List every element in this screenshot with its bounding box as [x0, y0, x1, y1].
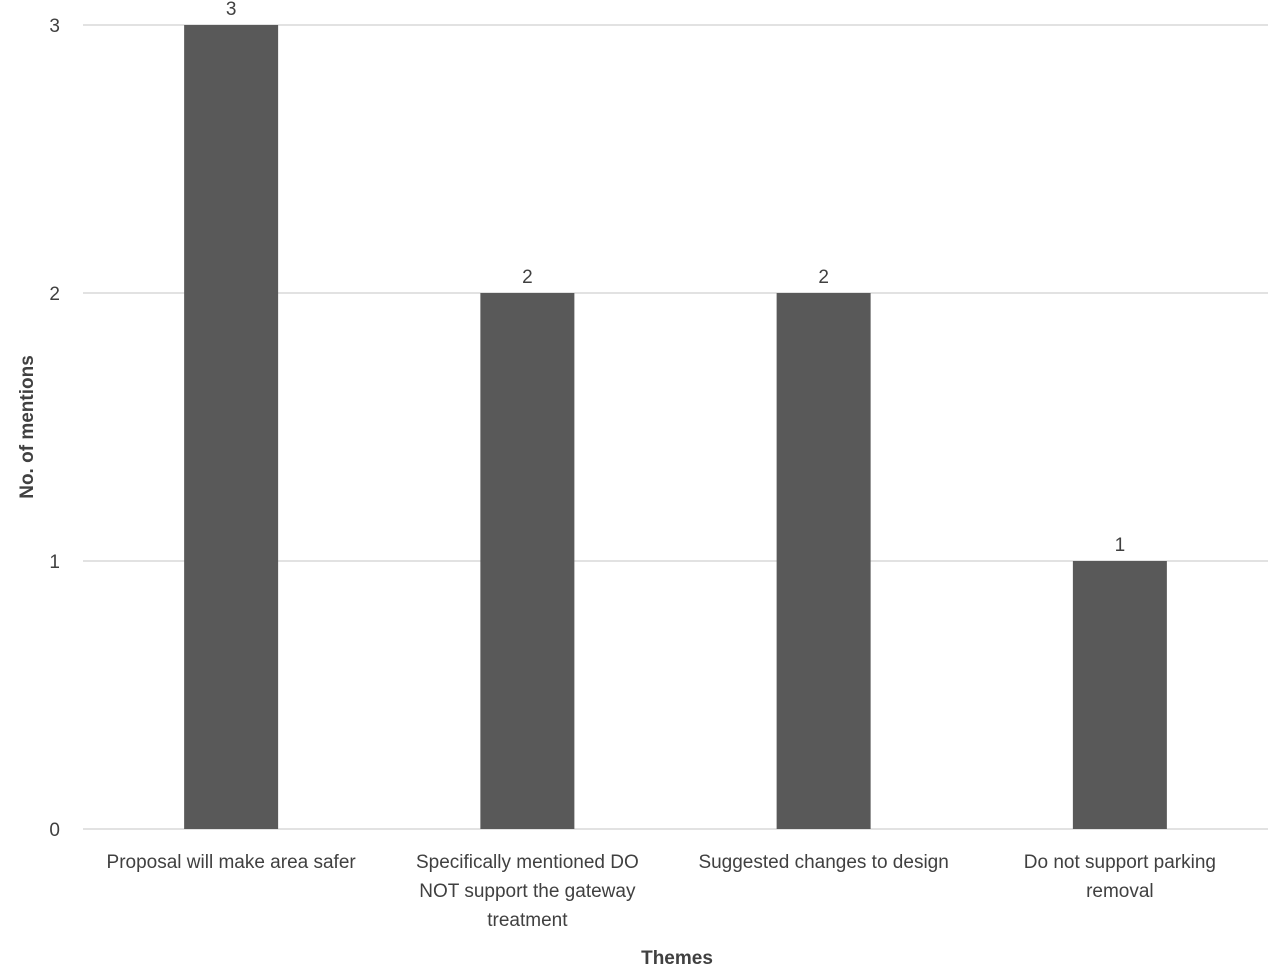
category-label-2: Suggested changes to design — [698, 852, 948, 873]
category-label-line: removal — [1086, 881, 1154, 902]
y-axis-title: No. of mentions — [17, 355, 38, 499]
data-labels: 3 2 2 1 — [226, 0, 1125, 556]
category-label-line: Do not support parking — [1024, 852, 1216, 873]
category-label-1: Specifically mentioned DO NOT support the… — [416, 852, 639, 931]
bars — [184, 25, 1167, 829]
category-label-line: Specifically mentioned DO — [416, 852, 639, 873]
bar-0 — [184, 25, 279, 829]
gridlines — [83, 24, 1268, 830]
bar-1 — [480, 293, 575, 829]
data-label-3: 1 — [1115, 535, 1126, 556]
data-label-1: 2 — [522, 267, 533, 288]
category-label-line: Suggested changes to design — [698, 852, 948, 873]
category-label-0: Proposal will make area safer — [107, 852, 357, 873]
bar-2 — [776, 293, 871, 829]
y-tick-label: 1 — [49, 552, 60, 573]
category-label-line: NOT support the gateway — [419, 881, 636, 902]
category-label-line: Proposal will make area safer — [107, 852, 357, 873]
x-axis-categories: Proposal will make area safer Specificall… — [107, 852, 1216, 931]
category-label-3: Do not support parking removal — [1024, 852, 1216, 902]
x-axis-title: Themes — [641, 948, 713, 969]
y-tick-label: 0 — [49, 820, 60, 841]
category-label-line: treatment — [487, 910, 568, 931]
y-axis-ticks: 0 1 2 3 — [49, 16, 60, 841]
y-tick-label: 2 — [49, 284, 60, 305]
y-tick-label: 3 — [49, 16, 60, 37]
bar-3 — [1072, 561, 1167, 829]
data-label-2: 2 — [818, 267, 829, 288]
data-label-0: 3 — [226, 0, 237, 20]
